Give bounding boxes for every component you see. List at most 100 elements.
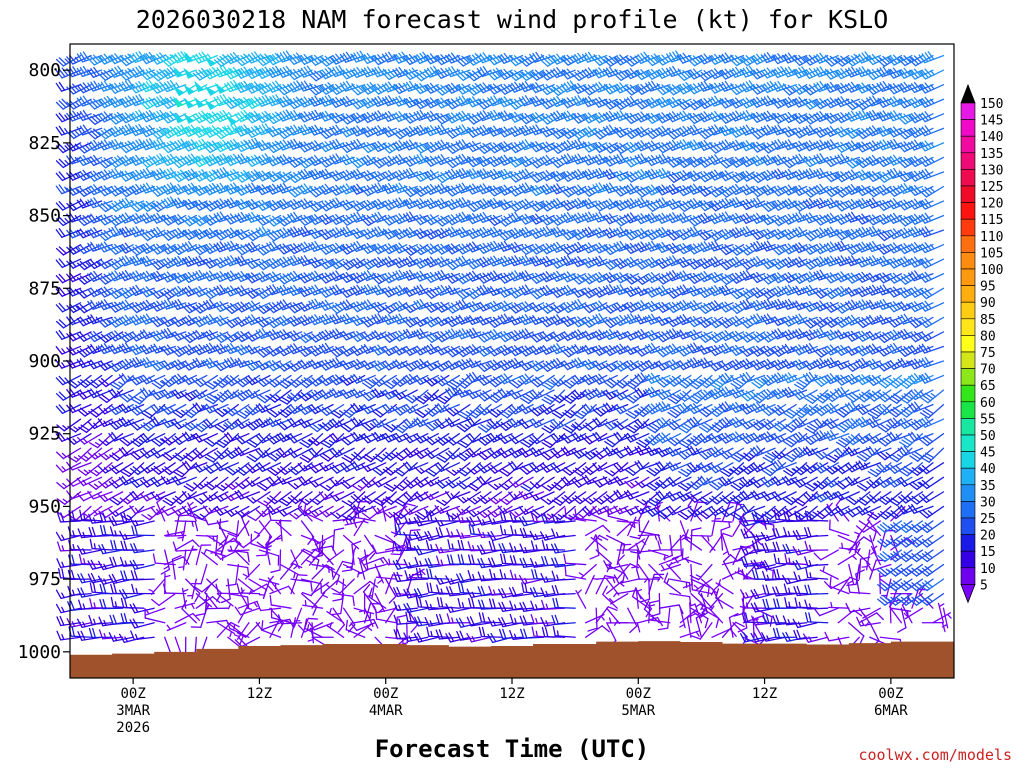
barb-feather xyxy=(76,199,84,209)
barb-feather xyxy=(76,97,84,107)
barb-feather xyxy=(87,360,95,370)
wind-barb xyxy=(55,54,82,67)
barb-feather xyxy=(80,573,86,583)
barb-feather xyxy=(76,477,84,487)
barb-feather xyxy=(93,54,101,63)
wind-barb xyxy=(77,345,103,358)
barb-feather xyxy=(87,242,94,252)
wind-barb xyxy=(87,241,113,252)
barb-feather xyxy=(55,331,63,340)
barb-feather xyxy=(55,464,64,473)
barb-half-feather xyxy=(82,621,86,628)
barb-feather xyxy=(79,52,87,62)
barb-feather xyxy=(79,407,89,415)
barb-feather xyxy=(87,214,95,224)
barb-half-feather xyxy=(61,561,65,568)
barb-half-feather xyxy=(71,621,76,627)
barb-feather xyxy=(56,481,65,490)
barb-feather xyxy=(76,290,85,299)
barb-feather xyxy=(76,391,85,400)
barb-half-feather xyxy=(72,530,75,537)
barb-feather xyxy=(55,160,64,169)
barb-half-feather xyxy=(71,589,75,596)
barb-half-feather xyxy=(74,56,80,62)
barb-feather xyxy=(58,432,66,441)
barb-feather xyxy=(79,216,88,225)
barb-feather xyxy=(79,244,88,253)
barb-feather xyxy=(80,630,86,641)
barb-half-feather xyxy=(74,246,80,252)
barb-feather xyxy=(55,531,62,542)
barb-feather xyxy=(87,334,96,343)
barb-feather xyxy=(250,533,253,545)
barb-feather xyxy=(56,616,62,627)
barb-half-feather xyxy=(94,469,100,475)
barb-feather xyxy=(55,126,63,136)
barb-feather xyxy=(69,100,78,109)
barb-feather xyxy=(90,172,98,181)
wind-barb xyxy=(76,142,103,154)
wind-barb xyxy=(55,447,82,460)
barb-feather xyxy=(79,348,88,356)
barb-feather xyxy=(90,228,98,238)
barb-feather xyxy=(58,258,66,267)
barb-half-feather xyxy=(83,455,90,460)
barb-feather xyxy=(58,112,66,122)
barb-feather xyxy=(77,528,83,539)
wind-barb xyxy=(77,545,103,555)
barb-feather xyxy=(55,113,63,123)
barb-feather xyxy=(76,84,84,94)
barb-feather xyxy=(87,199,94,209)
wind-barb xyxy=(55,374,82,386)
barb-half-feather xyxy=(61,545,65,552)
barb-feather xyxy=(58,57,67,65)
wind-barb xyxy=(87,299,113,310)
barb-feather xyxy=(58,375,67,384)
barb-half-feather xyxy=(74,101,80,107)
wind-barb xyxy=(76,491,103,502)
barb-feather xyxy=(58,567,62,579)
barb-feather xyxy=(76,229,84,239)
barb-feather xyxy=(70,600,75,611)
barb-half-feather xyxy=(95,346,100,352)
wind-barb xyxy=(88,403,113,418)
barb-feather xyxy=(58,302,67,311)
barb-feather xyxy=(219,518,222,530)
barb-half-feather xyxy=(74,230,80,236)
barb-feather xyxy=(69,331,77,341)
barb-half-feather xyxy=(74,172,80,179)
barb-feather xyxy=(78,426,88,433)
wind-barb xyxy=(87,258,113,270)
wind-barb xyxy=(55,112,82,123)
barb-feather xyxy=(76,618,83,629)
plot-area xyxy=(55,43,955,679)
barb-half-feather xyxy=(233,624,236,631)
barb-feather xyxy=(55,451,65,460)
barb-feather xyxy=(66,437,75,445)
barb-half-feather xyxy=(83,469,90,474)
barb-feather xyxy=(79,260,88,269)
barb-staff xyxy=(92,491,113,500)
wind-barb xyxy=(55,142,82,154)
barb-feather xyxy=(90,100,99,109)
barb-half-feather xyxy=(92,517,97,524)
barb-feather xyxy=(58,201,67,210)
barb-feather xyxy=(79,316,87,326)
barb-feather xyxy=(93,128,102,137)
wind-barb xyxy=(55,184,82,195)
barb-feather xyxy=(58,319,67,327)
barb-feather xyxy=(57,541,62,552)
wind-barb xyxy=(55,403,82,414)
wind-barb xyxy=(87,113,113,126)
wind-barb xyxy=(56,558,82,569)
barb-staff xyxy=(75,505,92,521)
barb-feather xyxy=(79,110,87,120)
barb-feather xyxy=(77,587,83,598)
barb-feather xyxy=(58,125,66,135)
barb-feather xyxy=(87,300,94,310)
barb-feather xyxy=(87,142,95,152)
barb-feather xyxy=(88,469,98,477)
barb-feather xyxy=(69,245,77,254)
barb-feather xyxy=(56,498,66,505)
